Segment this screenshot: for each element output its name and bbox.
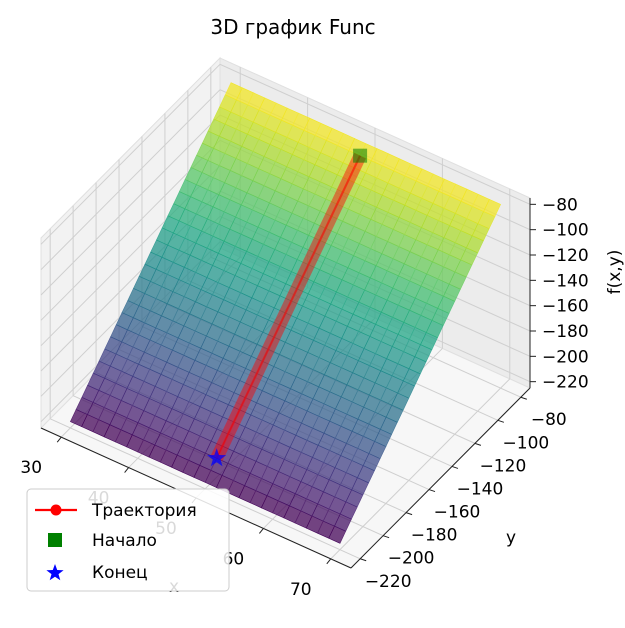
y-tick-mark <box>497 419 505 423</box>
legend-trajectory-label: Траектория <box>91 501 197 521</box>
legend-start-label: Начало <box>92 531 157 551</box>
x-tick-mark <box>259 528 264 534</box>
surface-mesh-line <box>182 133 344 473</box>
z-tick-label: −140 <box>542 271 589 291</box>
surface-mesh-line <box>272 173 434 513</box>
z-tick-label: −180 <box>542 322 589 342</box>
grid-line-x-floor <box>330 378 511 560</box>
surface-mesh-line <box>294 184 456 524</box>
legend-trajectory-marker <box>50 504 62 516</box>
y-tick-label: −100 <box>503 433 550 453</box>
y-tick-mark <box>428 489 436 493</box>
trajectory-line <box>215 155 362 459</box>
y-tick-label: −200 <box>388 549 435 569</box>
y-axis-label: y <box>506 528 516 548</box>
y-tick-label: −180 <box>411 526 458 546</box>
surface-mesh-line <box>70 82 232 422</box>
grid-line-z-left <box>40 114 221 296</box>
y-tick-mark <box>382 535 390 539</box>
y-tick-mark <box>405 512 413 516</box>
grid-line-z-back <box>219 63 531 205</box>
y-tick-mark <box>451 465 459 469</box>
z-tick-label: −100 <box>542 221 589 241</box>
z-tick-label: −220 <box>542 373 589 393</box>
y-tick-label: −140 <box>457 479 504 499</box>
grid-line-z-left <box>40 89 221 271</box>
surface-mesh-line <box>159 123 322 463</box>
x-tick-mark <box>326 558 332 565</box>
legend-frame <box>26 488 230 592</box>
surface-mesh-line <box>115 102 277 442</box>
surface-plot <box>69 82 502 544</box>
y-tick-mark <box>474 442 482 446</box>
y-tick-mark <box>360 558 367 562</box>
z-tick-label: −80 <box>542 195 578 215</box>
x-tick-mark <box>56 436 62 443</box>
legend-start-marker <box>48 533 62 547</box>
y-tick-mark <box>520 396 527 400</box>
start-marker <box>353 148 368 163</box>
grid-line-z-left <box>40 63 221 245</box>
z-tick-label: −120 <box>542 246 589 266</box>
y-tick-label: −220 <box>365 572 412 592</box>
y-tick-label: −80 <box>531 410 567 430</box>
legend: Траектория Начало Конец <box>26 488 230 592</box>
y-tick-label: −120 <box>480 456 527 476</box>
legend-end-marker <box>46 564 64 581</box>
z-axis-label: f(x,y) <box>605 250 625 295</box>
surface-mesh-line <box>339 204 501 544</box>
surface-mesh-line <box>227 153 389 493</box>
end-marker <box>207 448 227 467</box>
z-tick-label: −200 <box>542 347 589 367</box>
x-tick-label: 70 <box>290 580 312 600</box>
legend-end-label: Конец <box>92 563 148 583</box>
x-tick-mark <box>124 467 129 473</box>
surface-patch <box>483 199 502 217</box>
z-tick-label: −160 <box>542 297 589 317</box>
surface-mesh-line <box>92 92 254 432</box>
surface-mesh-line <box>249 163 412 503</box>
y-axis-line <box>350 387 531 569</box>
chart-title: 3D график Func <box>210 15 375 39</box>
surface-mesh-line <box>137 113 299 453</box>
trajectory-layer <box>207 148 368 467</box>
x-tick-label: 30 <box>20 458 42 478</box>
surface-mesh-line <box>317 194 479 534</box>
y-tick-label: −160 <box>434 503 481 523</box>
